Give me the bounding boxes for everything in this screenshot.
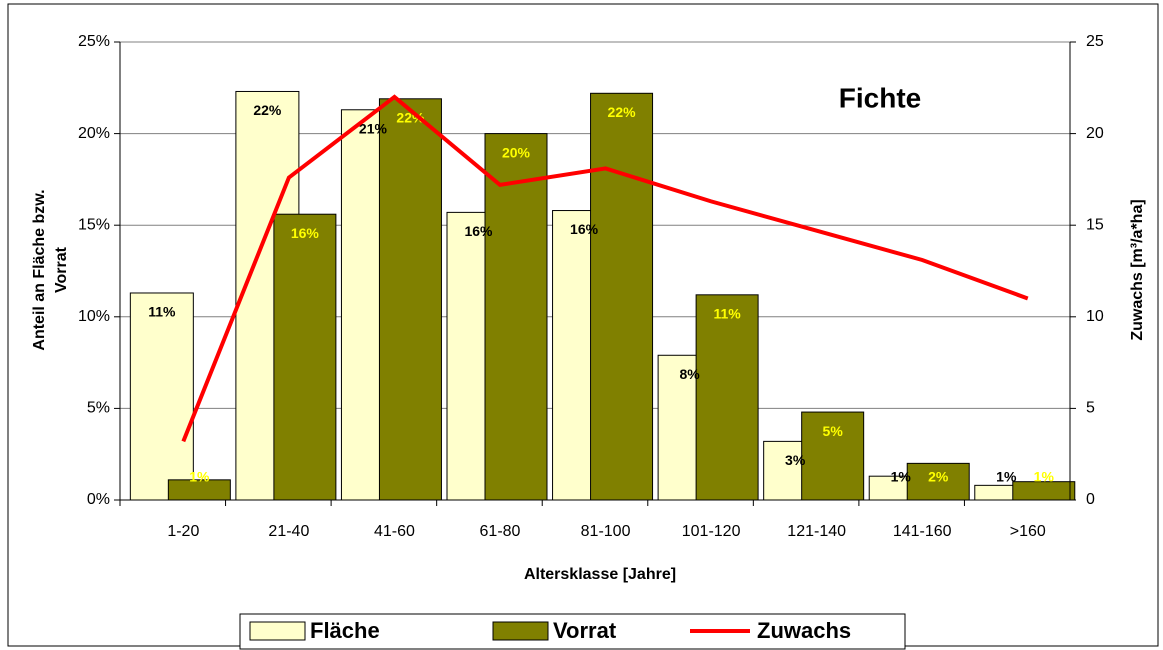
x-tick-label: 101-120 (682, 523, 741, 540)
y2-tick-label: 25 (1086, 33, 1104, 50)
data-label: 16% (570, 221, 599, 237)
data-label: 3% (785, 452, 806, 468)
data-label: 22% (253, 102, 282, 118)
data-label: 11% (713, 306, 741, 322)
x-axis-title: Altersklasse [Jahre] (524, 566, 676, 583)
x-tick-label: 21-40 (268, 523, 309, 540)
x-tick-label: 81-100 (581, 523, 631, 540)
bar (906, 462, 970, 501)
y-tick-label: 25% (78, 33, 110, 50)
y2-tick-label: 5 (1086, 400, 1095, 417)
data-label: 16% (291, 225, 320, 241)
bar (590, 92, 654, 501)
data-label: 1% (1034, 469, 1055, 485)
data-label: 1% (189, 469, 210, 485)
data-label: 8% (679, 366, 700, 382)
y-tick-label: 0% (87, 491, 110, 508)
y2-axis-title: Zuwachs [m³/a*ha] (1129, 199, 1146, 340)
bar (129, 292, 194, 501)
legend-swatch (492, 621, 549, 641)
legend-label: Fläche (310, 618, 380, 643)
bar (801, 411, 865, 501)
y-tick-label: 15% (78, 216, 110, 233)
y-axis-title: Vorrat (53, 246, 70, 293)
legend-label: Zuwachs (757, 618, 851, 643)
y-tick-label: 10% (78, 308, 110, 325)
x-tick-label: 61-80 (480, 523, 521, 540)
x-tick-label: >160 (1010, 523, 1046, 540)
x-tick-label: 141-160 (893, 523, 952, 540)
y2-tick-label: 20 (1086, 125, 1104, 142)
x-tick-label: 41-60 (374, 523, 415, 540)
y2-tick-label: 10 (1086, 308, 1104, 325)
bar (378, 98, 442, 501)
line (181, 94, 1029, 443)
data-label: 22% (608, 104, 637, 120)
legend-swatch (249, 621, 306, 641)
bar (695, 294, 759, 501)
y-tick-label: 5% (87, 400, 110, 417)
data-label: 2% (928, 469, 949, 485)
legend (239, 613, 906, 650)
y-axis-title: Anteil an Fläche bzw. (31, 189, 48, 350)
data-label: 5% (823, 423, 844, 439)
chart-title: Fichte (839, 82, 921, 113)
bar (484, 133, 548, 501)
data-label: 20% (502, 144, 531, 160)
data-label: 1% (891, 469, 912, 485)
data-label: 11% (148, 304, 176, 320)
x-tick-label: 121-140 (787, 523, 846, 540)
data-label: 21% (359, 120, 388, 136)
data-label: 16% (464, 223, 493, 239)
y2-tick-label: 15 (1086, 216, 1104, 233)
legend-label: Vorrat (553, 618, 617, 643)
data-label: 1% (996, 469, 1017, 485)
y2-tick-label: 0 (1086, 491, 1095, 508)
bar (273, 213, 337, 501)
x-tick-label: 1-20 (167, 523, 199, 540)
data-label: 22% (396, 109, 425, 125)
y-tick-label: 20% (78, 125, 110, 142)
